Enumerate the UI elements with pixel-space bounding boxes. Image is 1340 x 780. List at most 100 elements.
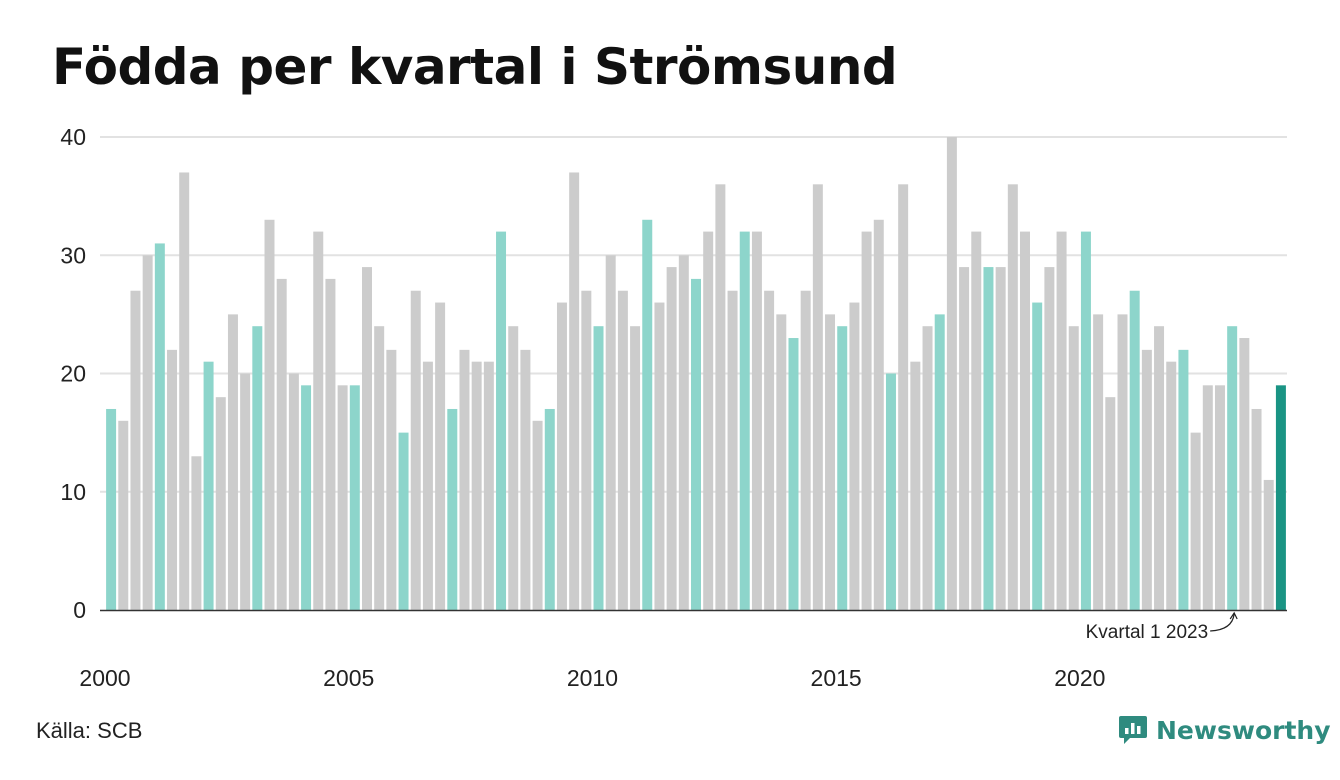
bar: [642, 219, 653, 610]
bar: [849, 302, 860, 610]
bar: [581, 290, 592, 610]
bar: [447, 408, 458, 610]
bar: [605, 255, 616, 610]
bar: [1202, 385, 1213, 610]
bar: [386, 349, 397, 610]
bar: [240, 373, 251, 610]
bar: [227, 314, 238, 610]
y-tick-label: 10: [60, 479, 86, 505]
bar: [471, 361, 482, 610]
bar: [435, 302, 446, 610]
bar: [959, 267, 970, 610]
bar: [142, 255, 153, 610]
bar: [1178, 349, 1189, 610]
bar: [154, 243, 165, 611]
bar: [788, 338, 799, 610]
bar: [1275, 385, 1286, 610]
bar: [1044, 267, 1055, 610]
bar: [861, 231, 872, 610]
bar: [556, 302, 567, 610]
bar: [252, 326, 263, 610]
bar: [800, 290, 811, 610]
bar: [971, 231, 982, 610]
bar: [398, 432, 409, 610]
bar: [764, 290, 775, 610]
bar: [1007, 184, 1018, 611]
brand-name: Newsworthy: [1156, 715, 1331, 745]
bar: [337, 385, 348, 610]
bar: [361, 267, 372, 610]
bar: [1117, 314, 1128, 610]
bar: [1263, 479, 1274, 610]
bar: [922, 326, 933, 610]
bar: [301, 385, 312, 610]
y-tick-label: 0: [73, 597, 86, 623]
bar: [1227, 326, 1238, 610]
bar: [215, 397, 226, 610]
bar: [1166, 361, 1177, 610]
y-tick-label: 20: [60, 361, 86, 387]
bar: [374, 326, 385, 610]
annotation-arrow: [1210, 613, 1235, 632]
bar: [703, 231, 714, 610]
bar: [1068, 326, 1079, 610]
bar: [288, 373, 299, 610]
bar: [1080, 231, 1091, 610]
annotation-label: Kvartal 1 2023: [1086, 622, 1209, 643]
bar: [325, 278, 336, 610]
bar: [422, 361, 433, 610]
annotation: Kvartal 1 2023: [1086, 611, 1238, 643]
bar: [739, 231, 750, 610]
brand-logo: Newsworthy: [1118, 714, 1331, 746]
bar: [410, 290, 421, 610]
bar: [532, 420, 543, 610]
bar: [593, 326, 604, 610]
source-label: Källa: SCB: [36, 718, 143, 743]
bar: [520, 349, 531, 610]
bar: [1032, 302, 1043, 610]
bar: [1105, 397, 1116, 610]
x-tick-label: 2020: [1054, 665, 1105, 691]
bar: [776, 314, 787, 610]
bar: [1020, 231, 1031, 610]
bar: [569, 172, 580, 610]
bars: [106, 137, 1286, 611]
x-tick-label: 2005: [323, 665, 374, 691]
bar: [1154, 326, 1165, 610]
bar: [983, 267, 994, 610]
bar: [191, 456, 202, 610]
chart-title: Födda per kvartal i Strömsund: [52, 38, 898, 96]
bar: [106, 408, 117, 610]
bar: [264, 219, 275, 610]
bar: [167, 349, 178, 610]
newsworthy-logo-icon: [1119, 716, 1147, 744]
bar: [1093, 314, 1104, 610]
bar: [727, 290, 738, 610]
bar: [203, 361, 214, 610]
bar: [666, 267, 677, 610]
bar-chart: 0 10 20 30 40 2000 2005 2010 2015 2020 Kvartal 1…: [60, 124, 1287, 691]
bar: [630, 326, 641, 610]
bar: [483, 361, 494, 610]
bar: [654, 302, 665, 610]
bar: [544, 408, 555, 610]
y-tick-label: 40: [60, 124, 86, 150]
bar: [1214, 385, 1225, 610]
bar: [751, 231, 762, 610]
x-tick-label: 2015: [811, 665, 862, 691]
x-axis-ticks: 2000 2005 2010 2015 2020: [79, 665, 1105, 691]
bar: [1141, 349, 1152, 610]
bar: [276, 278, 287, 610]
bar: [825, 314, 836, 610]
bar: [812, 184, 823, 611]
bar: [118, 420, 129, 610]
bar: [617, 290, 628, 610]
bar: [130, 290, 141, 610]
annotation-arrowhead: [1229, 611, 1238, 620]
x-tick-label: 2000: [79, 665, 130, 691]
bar: [496, 231, 507, 610]
bar: [910, 361, 921, 610]
bar: [1056, 231, 1067, 610]
bar: [898, 184, 909, 611]
bar: [691, 278, 701, 610]
